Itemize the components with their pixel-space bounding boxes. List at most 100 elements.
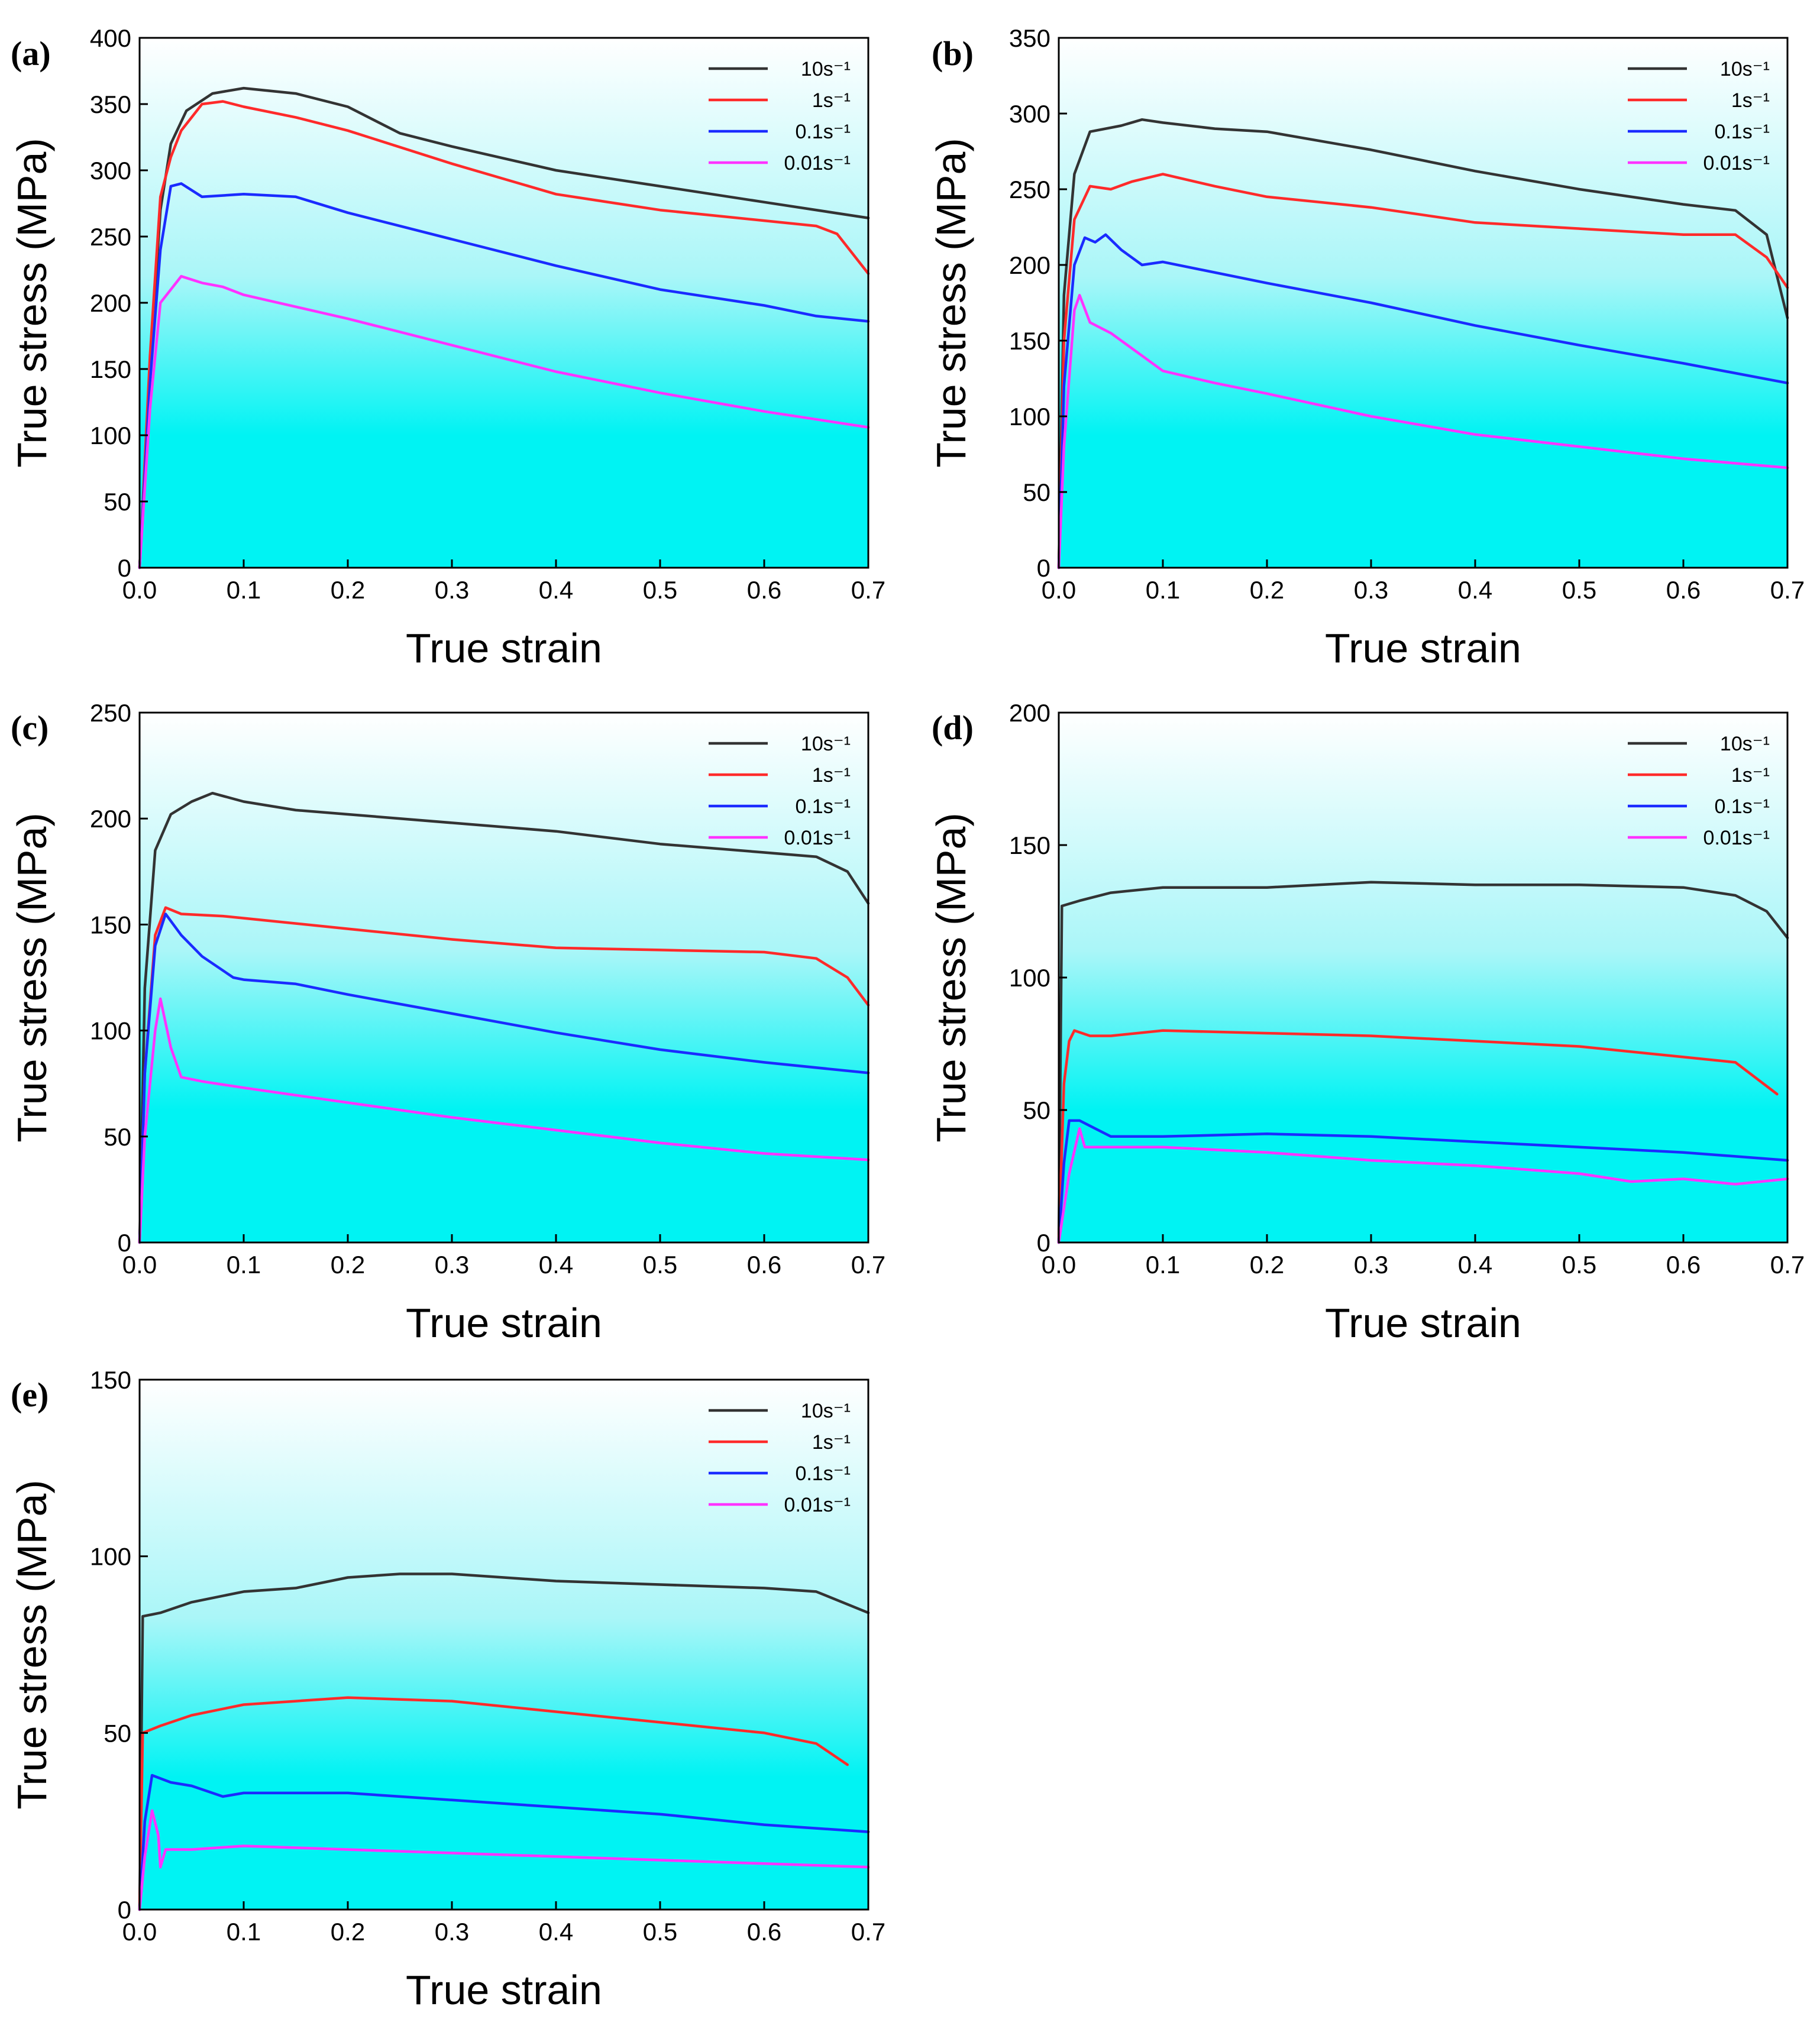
y-axis-title: True stress (MPa) [9,1480,55,1809]
x-tick-label: 0.5 [1562,1251,1596,1279]
x-tick-label: 0.4 [1458,576,1492,604]
plot-frame [1058,37,1789,569]
x-tick-label: 0.3 [1354,1251,1388,1279]
y-tick-label: 100 [1009,403,1050,431]
x-tick-label: 0.0 [1042,576,1076,604]
x-tick-label: 0.4 [539,1918,573,1946]
series-line-3 [1057,293,1789,569]
legend-entry: 0.01s⁻¹ [784,1494,851,1516]
x-tick-label: 0.2 [1250,1251,1284,1279]
y-tick-label: 250 [1009,176,1050,203]
y-tick-label: 100 [90,1543,131,1571]
x-tick-label: 0.5 [643,1251,677,1279]
series-line-3 [1057,1127,1789,1244]
y-tick-label: 200 [90,805,131,833]
x-tick-label: 0.5 [643,1918,677,1946]
series-line-1 [138,100,870,569]
x-tick-label: 0.4 [1458,1251,1492,1279]
series-line-2 [138,182,870,569]
plot-background [140,1380,868,1910]
panel-label: (c) [11,708,49,747]
x-tick-label: 0.3 [435,1251,469,1279]
x-tick-label: 0.0 [122,576,157,604]
y-tick-label: 400 [90,24,131,52]
x-tick-label: 0.1 [227,576,261,604]
x-axis-title: True strain [406,1967,602,2013]
series-line-1 [138,906,870,1244]
legend-entry: 10s⁻¹ [801,1400,851,1422]
plot-background [140,713,868,1242]
legend-entry: 0.01s⁻¹ [784,152,851,174]
series-line-1 [138,1696,849,1911]
y-tick-label: 50 [1023,478,1050,506]
x-tick-label: 0.7 [851,1251,885,1279]
x-tick-label: 0.3 [1354,576,1388,604]
x-axis-title: True strain [1325,1300,1521,1346]
series-line-1 [1057,173,1789,569]
x-tick-label: 0.2 [1250,576,1284,604]
x-tick-label: 0.7 [851,1918,885,1946]
y-tick-label: 200 [1009,699,1050,727]
y-tick-label: 200 [90,289,131,317]
y-tick-label: 100 [90,422,131,449]
chart-panel-b: 0.0 0.1 0.2 0.3 0.4 0.5 0.6 0.7 0 50 100 150 200 250 3… [928,24,1805,671]
x-tick-label: 0.4 [539,1251,573,1279]
x-tick-label: 0.7 [1770,1251,1805,1279]
panel-label: (e) [11,1376,49,1414]
x-axis-title: True strain [1325,625,1521,671]
legend-entry: 10s⁻¹ [1720,733,1770,755]
x-tick-label: 0.3 [435,576,469,604]
panel-label: (b) [932,34,974,73]
y-tick-label: 0 [118,1896,131,1924]
y-tick-label: 100 [90,1017,131,1045]
series-line-0 [1057,881,1789,1244]
x-tick-label: 0.0 [122,1251,157,1279]
x-tick-label: 0.1 [1146,576,1180,604]
legend-entry: 0.01s⁻¹ [784,827,851,849]
x-tick-label: 0.2 [331,1251,365,1279]
y-tick-label: 0 [1037,1229,1050,1257]
y-tick-label: 350 [90,90,131,118]
plot-background [1059,713,1787,1242]
legend-entry: 0.1s⁻¹ [795,121,851,143]
series-line-1 [1057,1029,1779,1244]
legend-entry: 0.01s⁻¹ [1703,152,1770,174]
chart-panel-a: 0.0 0.1 0.2 0.3 0.4 0.5 0.6 0.7 0 50 100 150 200 250 3… [9,24,885,671]
x-tick-label: 0.2 [331,1918,365,1946]
y-tick-label: 0 [1037,554,1050,582]
y-tick-label: 150 [1009,327,1050,355]
y-tick-label: 250 [90,223,131,251]
y-tick-label: 300 [1009,100,1050,128]
x-tick-label: 0.6 [1666,576,1701,604]
chart-panel-d: 0.0 0.1 0.2 0.3 0.4 0.5 0.6 0.7 0 50 100 150 200 True… [928,699,1805,1346]
y-tick-label: 50 [104,1123,131,1151]
y-tick-label: 50 [1023,1096,1050,1124]
y-tick-label: 350 [1009,24,1050,52]
series-line-2 [138,912,870,1244]
x-tick-label: 0.5 [643,576,677,604]
series-line-0 [138,1572,870,1911]
legend-entry: 1s⁻¹ [1731,89,1770,112]
legend-entry: 0.01s⁻¹ [1703,827,1770,849]
y-tick-label: 0 [118,554,131,582]
y-tick-label: 150 [1009,831,1050,859]
plot-background [140,38,868,568]
y-tick-label: 150 [90,355,131,383]
series-line-2 [1057,233,1789,569]
x-tick-label: 0.6 [1666,1251,1701,1279]
series-line-0 [1057,118,1789,569]
y-axis-title: True stress (MPa) [928,138,974,467]
x-tick-label: 0.1 [1146,1251,1180,1279]
series-line-0 [138,791,870,1244]
x-tick-label: 0.6 [747,1251,781,1279]
y-tick-label: 250 [90,699,131,727]
legend-entry: 10s⁻¹ [801,733,851,755]
legend-entry: 1s⁻¹ [812,764,851,787]
x-axis-title: True strain [406,625,602,671]
x-tick-label: 0.7 [1770,576,1805,604]
plot-frame [138,711,869,1244]
x-tick-label: 0.5 [1562,576,1596,604]
legend-entry: 0.1s⁻¹ [795,1462,851,1485]
legend-entry: 0.1s⁻¹ [1714,121,1770,143]
